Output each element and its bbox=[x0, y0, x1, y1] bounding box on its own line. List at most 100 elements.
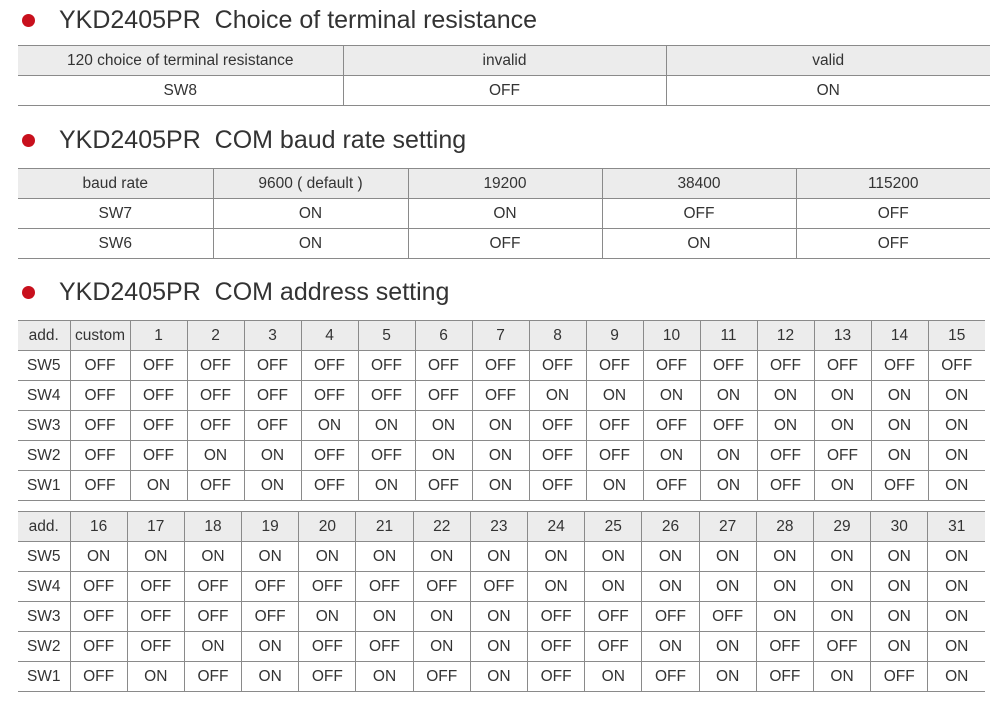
table-cell: OFF bbox=[927, 350, 985, 381]
header-row: add. custom 1 2 3 4 5 6 7 8 9 10 11 12 13 14 15 bbox=[18, 320, 985, 351]
table-cell: ON bbox=[755, 541, 814, 572]
header-cell: 5 bbox=[357, 320, 416, 351]
table-cell: OFF bbox=[342, 75, 667, 106]
table-cell: ON bbox=[927, 541, 986, 572]
table-cell: OFF bbox=[243, 380, 302, 411]
table-cell: OFF bbox=[186, 350, 245, 381]
table-cell: OFF bbox=[300, 440, 359, 471]
table-cell: ON bbox=[812, 601, 872, 632]
header-row: baud rate 9600 ( default ) 19200 38400 11520… bbox=[18, 168, 990, 199]
table-cell: ON bbox=[183, 631, 243, 662]
table-cell: ON bbox=[298, 541, 357, 572]
table-cell: ON bbox=[212, 228, 409, 259]
header-cell: 19200 bbox=[407, 168, 603, 199]
table-cell: ON bbox=[355, 661, 414, 692]
header-cell: 21 bbox=[355, 511, 414, 542]
table-cell: ON bbox=[813, 380, 872, 411]
table-cell: OFF bbox=[300, 350, 359, 381]
table-cell: OFF bbox=[69, 380, 131, 411]
table-cell: OFF bbox=[755, 661, 814, 692]
table-cell: OFF bbox=[129, 410, 188, 441]
table-row: SW4 OFF OFF OFF OFF OFF OFF OFF OFF ON ON ON ON ON ON O… bbox=[18, 380, 985, 411]
table-cell: ON bbox=[927, 380, 985, 411]
table-cell: ON bbox=[298, 601, 357, 632]
table-cell: OFF bbox=[471, 350, 530, 381]
table-cell: ON bbox=[812, 661, 872, 692]
header-cell: 4 bbox=[300, 320, 359, 351]
table-cell: OFF bbox=[756, 350, 815, 381]
table-cell: ON bbox=[243, 440, 302, 471]
table-cell: OFF bbox=[526, 661, 586, 692]
table-cell: OFF bbox=[186, 410, 245, 441]
table-cell: ON bbox=[241, 631, 300, 662]
table-cell: ON bbox=[412, 631, 471, 662]
header-cell: 18 bbox=[183, 511, 243, 542]
table-cell: ON bbox=[528, 380, 587, 411]
table-cell: ON bbox=[641, 631, 700, 662]
table-cell: OFF bbox=[528, 410, 587, 441]
table-cell: ON bbox=[526, 541, 586, 572]
table-cell: OFF bbox=[300, 470, 359, 501]
table-cell: ON bbox=[469, 661, 529, 692]
table-cell: ON bbox=[927, 631, 986, 662]
table-cell: OFF bbox=[357, 350, 416, 381]
table-cell: SW1 bbox=[18, 661, 71, 692]
table-cell: OFF bbox=[129, 440, 188, 471]
table-cell: OFF bbox=[528, 440, 587, 471]
table-cell: ON bbox=[471, 440, 530, 471]
heading-text: YKD2405PR COM baud rate setting bbox=[59, 125, 467, 154]
table-cell: OFF bbox=[528, 350, 587, 381]
table-cell: OFF bbox=[357, 380, 416, 411]
table-cell: ON bbox=[642, 380, 701, 411]
table-cell: OFF bbox=[528, 470, 587, 501]
table-cell: ON bbox=[212, 198, 409, 229]
table-cell: SW3 bbox=[18, 410, 71, 441]
header-row: add. 16 17 18 19 20 21 22 23 24 25 26 27 28 29 30 31 bbox=[18, 511, 986, 542]
header-cell: 2 bbox=[186, 320, 245, 351]
table-row: SW3 OFF OFF OFF OFF ON ON ON ON OFF OFF OFF OFF ON ON O… bbox=[18, 410, 985, 441]
table-cell: OFF bbox=[69, 440, 131, 471]
table-cell: ON bbox=[585, 380, 644, 411]
header-cell: custom bbox=[69, 320, 131, 351]
header-cell: 15 bbox=[927, 320, 985, 351]
header-cell: 115200 bbox=[795, 168, 990, 199]
table-cell: ON bbox=[243, 470, 302, 501]
table-cell: OFF bbox=[69, 661, 128, 692]
table-cell: ON bbox=[699, 380, 758, 411]
header-cell: 23 bbox=[469, 511, 529, 542]
table-cell: ON bbox=[469, 631, 529, 662]
table-cell: SW5 bbox=[18, 541, 71, 572]
header-cell: invalid bbox=[342, 45, 667, 76]
table-row: SW3 OFF OFF OFF OFF ON ON ON ON OFF OFF OFF OFF ON ON O… bbox=[18, 601, 986, 632]
table-cell: OFF bbox=[298, 571, 357, 602]
table-cell: OFF bbox=[584, 601, 643, 632]
table-cell: OFF bbox=[69, 631, 128, 662]
table-row: SW1 OFF ON OFF ON OFF ON OFF ON OFF ON OFF ON OFF ON OF… bbox=[18, 470, 985, 501]
table-cell: OFF bbox=[641, 601, 700, 632]
table-cell: ON bbox=[357, 410, 416, 441]
table-cell: ON bbox=[813, 470, 872, 501]
table-cell: ON bbox=[642, 440, 701, 471]
table-cell: OFF bbox=[412, 661, 471, 692]
table-cell: ON bbox=[699, 470, 758, 501]
table-cell: ON bbox=[756, 380, 815, 411]
table-row: SW1 OFF ON OFF ON OFF ON OFF ON OFF ON OFF ON OFF ON OF… bbox=[18, 661, 986, 692]
table-cell: OFF bbox=[243, 350, 302, 381]
header-cell: 16 bbox=[69, 511, 128, 542]
table-cell: ON bbox=[698, 571, 757, 602]
header-cell: 22 bbox=[412, 511, 471, 542]
table-cell: OFF bbox=[241, 601, 300, 632]
data-table: add. custom 1 2 3 4 5 6 7 8 9 10 11 12 13 14 15 SW5 OFF OFF… bbox=[18, 320, 985, 501]
heading-text: YKD2405PR COM address setting bbox=[59, 277, 450, 306]
table-cell: SW3 bbox=[18, 601, 71, 632]
table-cell: ON bbox=[584, 571, 643, 602]
table-cell: ON bbox=[755, 571, 814, 602]
header-cell: 14 bbox=[870, 320, 929, 351]
table-cell: OFF bbox=[298, 631, 357, 662]
table-cell: OFF bbox=[357, 440, 416, 471]
table-cell: OFF bbox=[69, 571, 128, 602]
table-cell: ON bbox=[641, 571, 700, 602]
table-cell: ON bbox=[812, 541, 872, 572]
table-cell: ON bbox=[186, 440, 245, 471]
table-cell: ON bbox=[414, 410, 473, 441]
